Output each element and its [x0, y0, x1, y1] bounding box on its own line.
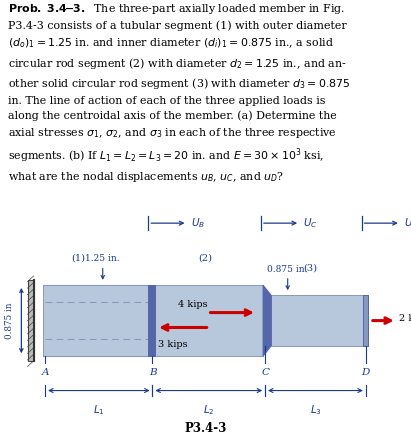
Text: $\mathbf{Prob.\ 3.4\!\!-\!\!3.}$  The three-part axially loaded member in Fig.
P: $\mathbf{Prob.\ 3.4\!\!-\!\!3.}$ The thr…: [8, 2, 351, 184]
Text: $L_1$: $L_1$: [93, 403, 105, 417]
Text: B: B: [149, 368, 156, 377]
Text: $U_B$: $U_B$: [191, 216, 205, 230]
Text: $L_3$: $L_3$: [309, 403, 321, 417]
Text: (2): (2): [199, 253, 212, 262]
Text: A: A: [42, 368, 49, 377]
Text: 2 kips: 2 kips: [399, 314, 411, 323]
Text: $L_2$: $L_2$: [203, 403, 215, 417]
Text: 1.25 in.: 1.25 in.: [85, 254, 120, 263]
Text: (3): (3): [303, 263, 317, 273]
Polygon shape: [263, 285, 271, 356]
Text: P3.4-3: P3.4-3: [184, 422, 227, 435]
Text: D: D: [362, 368, 370, 377]
Polygon shape: [28, 280, 34, 361]
Text: (1): (1): [71, 253, 85, 262]
Text: 4 kips: 4 kips: [178, 300, 208, 309]
Polygon shape: [363, 295, 368, 346]
Polygon shape: [271, 295, 368, 346]
Polygon shape: [43, 285, 150, 356]
Text: C: C: [261, 368, 269, 377]
Polygon shape: [148, 285, 155, 356]
Text: $U_C$: $U_C$: [303, 216, 318, 230]
Text: 3 kips: 3 kips: [158, 340, 188, 349]
Text: $U_D$: $U_D$: [404, 216, 411, 230]
Text: 0.875 in.: 0.875 in.: [268, 265, 308, 273]
Polygon shape: [150, 285, 263, 356]
Text: 0.875 in: 0.875 in: [5, 303, 14, 339]
